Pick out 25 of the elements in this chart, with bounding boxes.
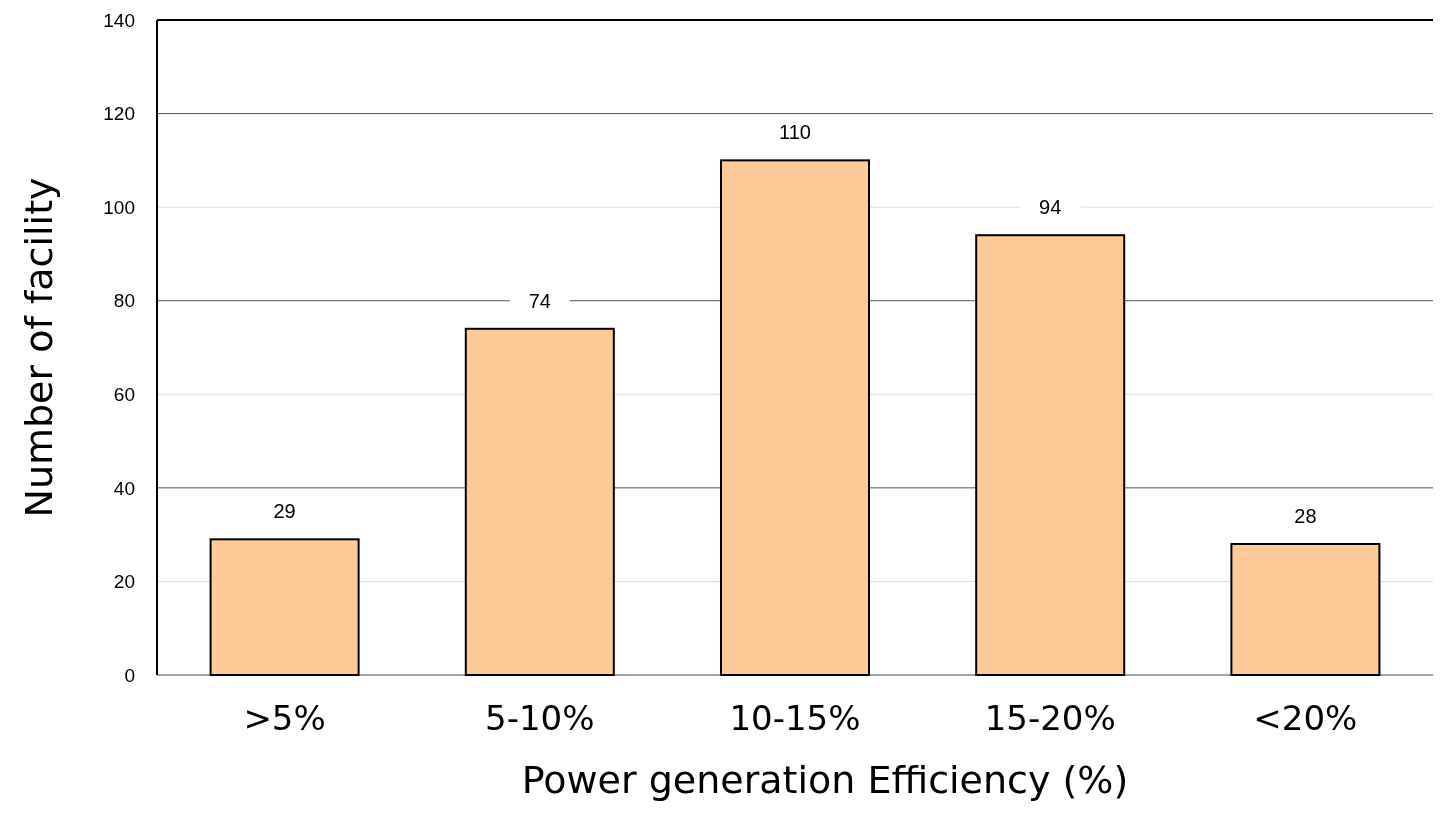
data-label: 94 <box>1039 196 1062 219</box>
bar <box>1230 543 1381 676</box>
bar <box>464 327 615 676</box>
y-tick-label: 20 <box>113 571 135 593</box>
y-tick-label: 80 <box>113 290 135 312</box>
y-tick-label: 100 <box>103 196 135 218</box>
data-label: 74 <box>528 289 551 312</box>
y-axis-title: Number of facility <box>17 177 61 518</box>
data-label: 28 <box>1294 505 1317 527</box>
x-axis-title: Power generation Efficiency (%) <box>521 758 1129 802</box>
bar <box>719 159 871 676</box>
y-tick-label: 0 <box>124 664 135 686</box>
y-tick-label: 140 <box>103 9 135 31</box>
y-tick-label: 60 <box>113 383 135 405</box>
x-tick-label: >5% <box>243 698 326 738</box>
x-tick-label: 10-15% <box>729 698 861 738</box>
bar <box>209 538 360 676</box>
y-tick-label: 120 <box>103 103 135 125</box>
x-tick-label: <20% <box>1253 698 1358 738</box>
x-tick-label: 15-20% <box>984 698 1116 738</box>
bar <box>975 234 1126 676</box>
data-label: 29 <box>273 500 296 523</box>
y-tick-label: 40 <box>113 477 135 499</box>
x-tick-label: 5-10% <box>485 698 595 738</box>
data-label: 110 <box>779 121 811 144</box>
